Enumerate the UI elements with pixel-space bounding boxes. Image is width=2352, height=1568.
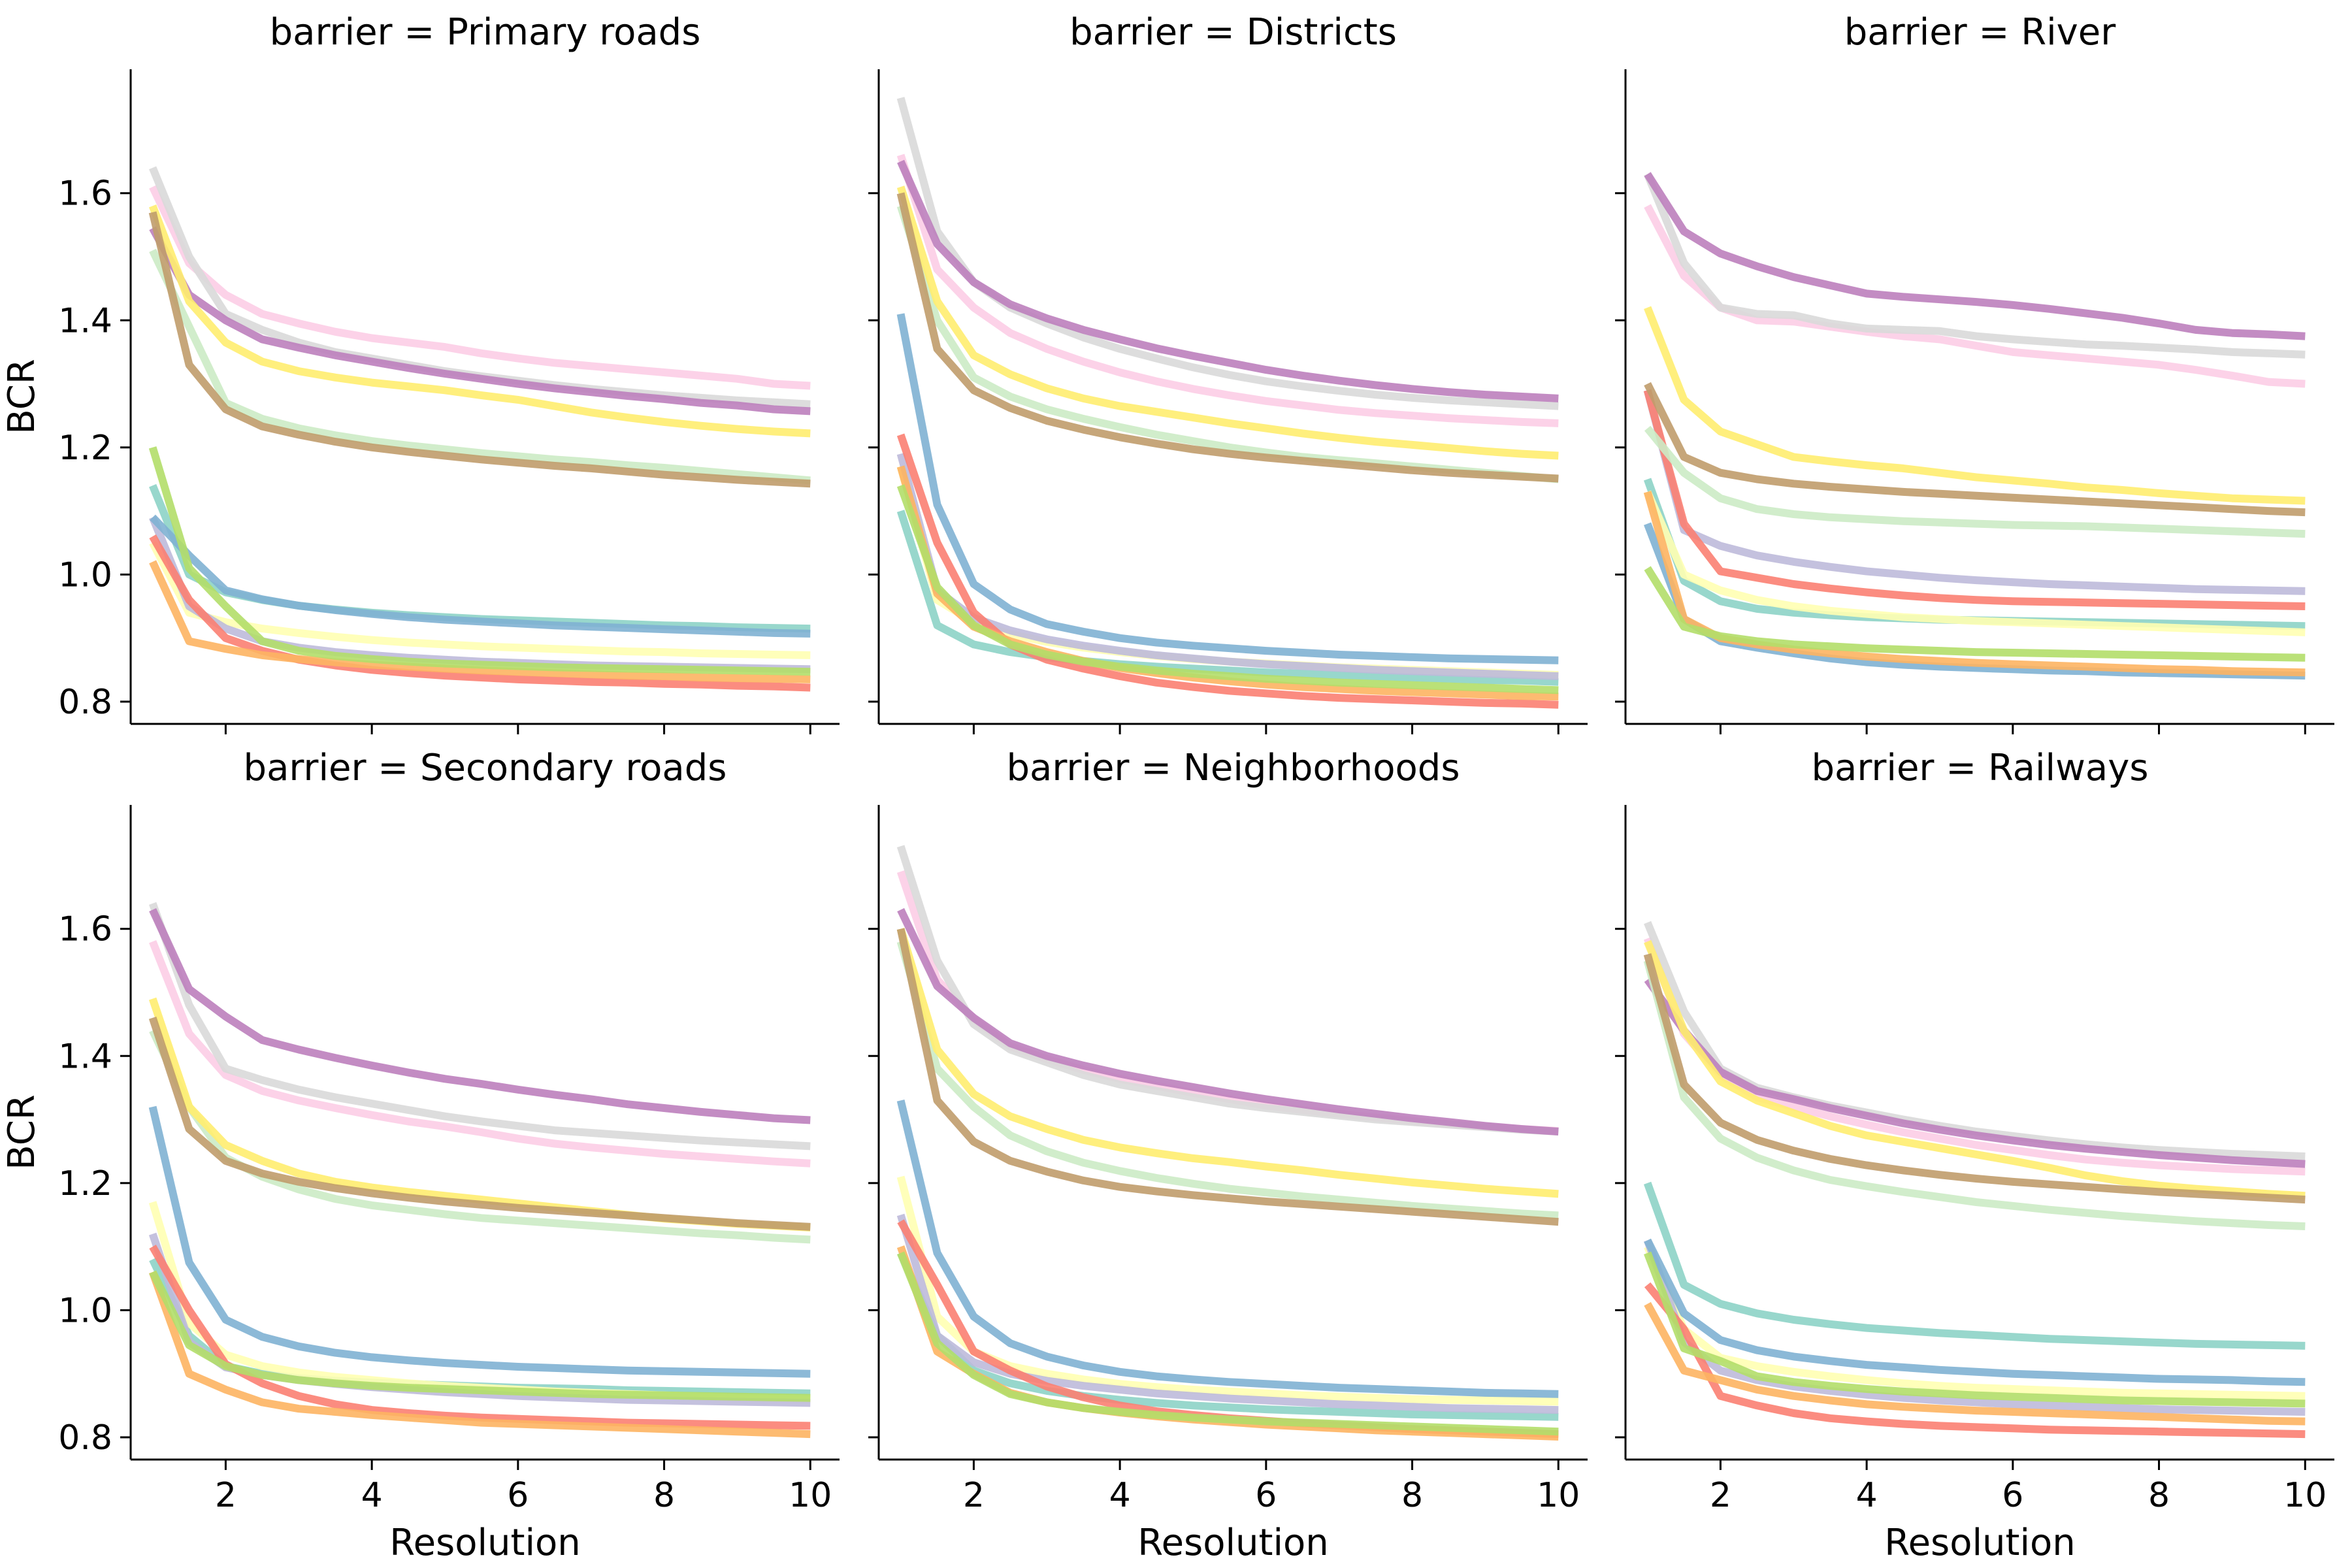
panel-2-series-line-3 xyxy=(896,453,1559,680)
panel-6-x-tick-label: 6 xyxy=(2002,1476,2023,1515)
panel-6-series-line-6 xyxy=(1644,1301,2306,1426)
panel-1-series-line-6 xyxy=(149,560,811,683)
panel-4-x-tick-label: 2 xyxy=(215,1476,237,1515)
panel-5-x-tick-label: 2 xyxy=(963,1476,985,1515)
panel-2-series-line-10 xyxy=(897,159,1559,402)
panel-5-series-line-13 xyxy=(896,928,1559,1226)
panel-1-y-tick-label: 1.2 xyxy=(58,429,112,468)
panel-1-y-axis-label: BCR xyxy=(1,359,43,434)
panel-2-title: barrier = Districts xyxy=(1070,11,1397,54)
panel-4-x-axis-label: Resolution xyxy=(389,1522,581,1564)
panel-2-series-line-12 xyxy=(896,186,1559,460)
panel-4-series-line-6 xyxy=(148,1270,811,1439)
panel-4-series-line-7 xyxy=(149,1270,811,1402)
panel-1-y-tick-label: 1.6 xyxy=(58,174,112,214)
panel-6-x-tick-label: 8 xyxy=(2148,1476,2170,1515)
panel-1-series-line-2 xyxy=(149,540,811,659)
panel-5-series-line-1 xyxy=(897,1251,1559,1421)
panel-6-series-line-4 xyxy=(1644,1282,2306,1439)
panel-3-title: barrier = River xyxy=(1844,11,2117,54)
panel-1-series-line-5 xyxy=(150,514,811,638)
panel-3-series-line-2 xyxy=(1644,490,2306,636)
panel-2-series-line-13 xyxy=(896,192,1559,483)
panel-5-series-line-10 xyxy=(897,907,1559,1135)
panel-6-series-line-10 xyxy=(1644,977,2306,1168)
panel-4-series-line-4 xyxy=(149,1245,811,1430)
panel-3-series-line-8 xyxy=(1644,204,2306,388)
panel-5-series-line-12 xyxy=(896,927,1559,1198)
panel-4-y-tick-label: 0.8 xyxy=(58,1418,112,1458)
panel-2-series-line-7 xyxy=(896,484,1559,694)
panel-4-title: barrier = Secondary roads xyxy=(244,747,727,789)
panel-4-x-tick-label: 10 xyxy=(789,1476,832,1515)
panel-5-series-line-7 xyxy=(897,1251,1559,1436)
panel-6-x-tick-label: 10 xyxy=(2283,1476,2327,1515)
panel-1-title: barrier = Primary roads xyxy=(270,11,701,54)
panel-3-series-line-7 xyxy=(1644,566,2306,662)
panel-6-x-axis-label: Resolution xyxy=(1884,1522,2076,1564)
panel-4-y-tick-label: 1.2 xyxy=(58,1164,112,1203)
panel-2-series-line-8 xyxy=(896,154,1559,427)
panel-4-series-line-9 xyxy=(148,902,811,1151)
panel-6-series-line-12 xyxy=(1644,939,2306,1200)
panel-4-x-tick-label: 4 xyxy=(361,1476,383,1515)
panel-4-y-tick-label: 1.0 xyxy=(58,1291,112,1330)
panel-1-series-line-7 xyxy=(148,446,811,676)
panel-5-series-line-5 xyxy=(896,1100,1559,1398)
panel-5-title: barrier = Neighborhoods xyxy=(1006,747,1460,789)
panel-6-x-tick-label: 2 xyxy=(1710,1476,1731,1515)
panel-1-series-line-10 xyxy=(149,226,811,416)
panel-1-series-line-9 xyxy=(149,166,811,408)
panel-3-series-line-3 xyxy=(1643,389,2306,595)
panel-4-series-line-10 xyxy=(149,907,811,1124)
panel-5-x-tick-label: 4 xyxy=(1109,1476,1131,1515)
panel-6-series-line-2 xyxy=(1644,1245,2306,1400)
panel-6-series-line-9 xyxy=(1644,921,2306,1160)
panel-4-series-line-13 xyxy=(148,1017,811,1231)
panel-1-series-line-13 xyxy=(148,211,811,488)
panel-6-series-line-5 xyxy=(1644,1238,2306,1386)
panel-5-x-axis-label: Resolution xyxy=(1137,1522,1329,1564)
panel-5-x-tick-label: 8 xyxy=(1401,1476,1423,1515)
panel-5-x-tick-label: 6 xyxy=(1255,1476,1277,1515)
panel-1-series-line-8 xyxy=(149,185,811,390)
panel-5-series-line-2 xyxy=(896,1175,1559,1406)
panel-6-title: barrier = Railways xyxy=(1811,747,2148,789)
panel-1-series-line-12 xyxy=(148,204,811,438)
panel-4-x-tick-label: 8 xyxy=(653,1476,675,1515)
panel-3-series-line-4 xyxy=(1643,389,2306,610)
panel-4-y-tick-label: 1.6 xyxy=(58,910,112,949)
panel-6-x-tick-label: 4 xyxy=(1856,1476,1878,1515)
panel-3-series-line-11 xyxy=(1644,425,2306,538)
panel-6-series-line-1 xyxy=(1643,1181,2306,1350)
panel-4-y-axis-label: BCR xyxy=(1,1094,43,1169)
panel-4-y-tick-label: 1.4 xyxy=(58,1037,112,1076)
panel-3-series-line-13 xyxy=(1644,382,2306,517)
panel-1-y-tick-label: 1.0 xyxy=(58,555,112,595)
panel-2-series-line-11 xyxy=(896,204,1559,483)
panel-2-series-line-5 xyxy=(896,313,1559,664)
panel-6-series-line-13 xyxy=(1643,953,2306,1204)
panel-1-series-line-11 xyxy=(149,248,811,485)
panel-1-series-line-4 xyxy=(149,534,811,692)
panel-1-y-tick-label: 1.4 xyxy=(58,301,112,340)
panel-5-x-tick-label: 10 xyxy=(1537,1476,1580,1515)
panel-3-series-line-9 xyxy=(1644,172,2306,359)
panel-5-series-line-9 xyxy=(896,845,1559,1135)
panel-6-series-line-7 xyxy=(1643,1251,2306,1408)
panel-4-series-line-5 xyxy=(148,1105,811,1378)
panel-4-series-line-8 xyxy=(149,939,811,1168)
panel-3-series-line-10 xyxy=(1644,172,2306,340)
panel-6-series-line-11 xyxy=(1643,959,2306,1230)
panel-1-y-tick-label: 0.8 xyxy=(58,683,112,722)
panel-1-series-line-1 xyxy=(149,483,811,633)
panel-3-series-line-12 xyxy=(1644,306,2306,505)
panel-2-series-line-1 xyxy=(896,510,1559,686)
panel-4-x-tick-label: 6 xyxy=(507,1476,529,1515)
panel-5-series-line-11 xyxy=(896,940,1559,1220)
panel-2-series-line-2 xyxy=(896,465,1559,679)
